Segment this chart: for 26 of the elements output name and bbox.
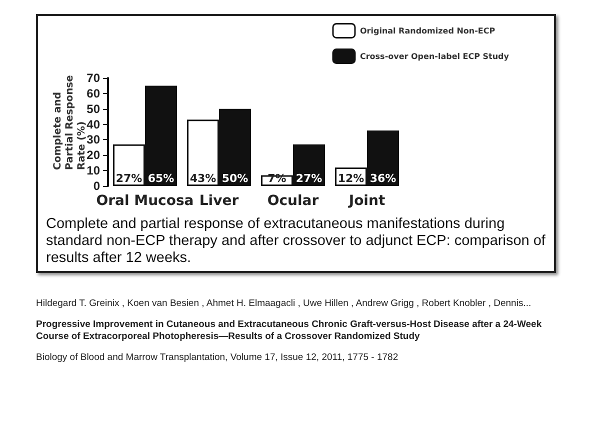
- y-tick-label: 70: [86, 71, 100, 85]
- y-axis-title: Complete and Partial Response Rate (%): [52, 72, 88, 170]
- text: Biology of Blood and Marrow Transplantation, Volume 17, Issue 12, 2011, 1775 - 1782: [36, 352, 400, 364]
- data-label: 36%: [370, 172, 396, 185]
- y-tick-label: 20: [86, 148, 100, 162]
- y-tick-label: 60: [86, 86, 100, 100]
- y-tick-label: 50: [86, 102, 100, 116]
- text: Hildegard T. Greinix , Koen van Besien , Ahmet H. Elmaagacli , Uwe Hillen , Andrew Grigg , Robert Knobler , Dennis...: [36, 298, 532, 310]
- x-tick-label: Ocular: [267, 193, 319, 209]
- x-tick-label: Liver: [199, 193, 239, 209]
- data-label: 27%: [296, 172, 322, 185]
- text: Complete and partial response of extracutaneous manifestations during standard non-ECP therapy and after crossover to adjunct ECP: comparison of results after 12 weeks.: [45, 215, 546, 268]
- y-tick-label: 10: [86, 164, 100, 178]
- y-tick-label: 40: [86, 117, 100, 132]
- y-tick-label: 0: [93, 179, 100, 193]
- data-label: 43%: [190, 172, 216, 185]
- data-label: 12%: [338, 172, 364, 185]
- y-tick-label: 30: [86, 132, 100, 147]
- data-label: 50%: [222, 172, 248, 185]
- legend-label: Original Randomized Non-ECP: [360, 26, 496, 36]
- legend-label: Cross-over Open-label ECP Study: [360, 52, 510, 61]
- x-tick-label: Oral Mucosa: [96, 193, 194, 209]
- x-tick-label: Joint: [348, 193, 386, 209]
- text: Progressive Improvement in Cutaneous and Extracutaneous Chronic Graft-versus-Host Disease after a 24-Week Course of Extracorporeal Photopheresis—Results of a Crossover Randomized Study: [36, 319, 543, 343]
- data-label: 65%: [148, 172, 174, 185]
- data-label: 27%: [116, 172, 142, 185]
